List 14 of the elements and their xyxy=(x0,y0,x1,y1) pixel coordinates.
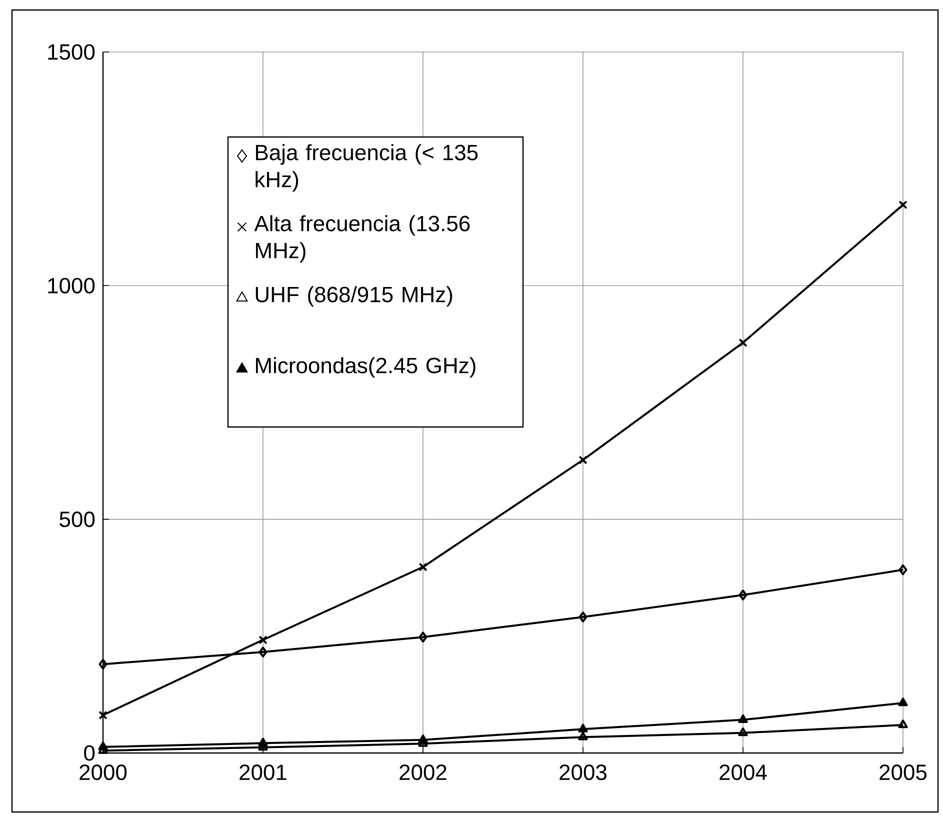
x-tick-label: 2002 xyxy=(400,764,446,780)
y-tick-label: 1000 xyxy=(48,278,95,294)
y-tick-label: 0 xyxy=(84,745,95,761)
x-tick-label: 2005 xyxy=(880,764,927,780)
x-tick-label: 2003 xyxy=(560,764,606,780)
y-tick-label: 500 xyxy=(60,512,95,528)
x-tick-label: 2004 xyxy=(720,764,767,780)
x-tick-label: 2000 xyxy=(80,764,127,780)
x-tick-label: 2001 xyxy=(240,764,286,780)
legend-label: UHF (868/915 MHz) xyxy=(256,286,452,307)
legend-label: Baja frecuencia (< 135 kHz) xyxy=(256,144,478,192)
legend-label: Alta frecuencia (13.56 MHz) xyxy=(254,215,470,263)
legend-label: Microondas(2.45 GHz) xyxy=(256,357,476,378)
y-tick-label: 1500 xyxy=(48,44,95,60)
